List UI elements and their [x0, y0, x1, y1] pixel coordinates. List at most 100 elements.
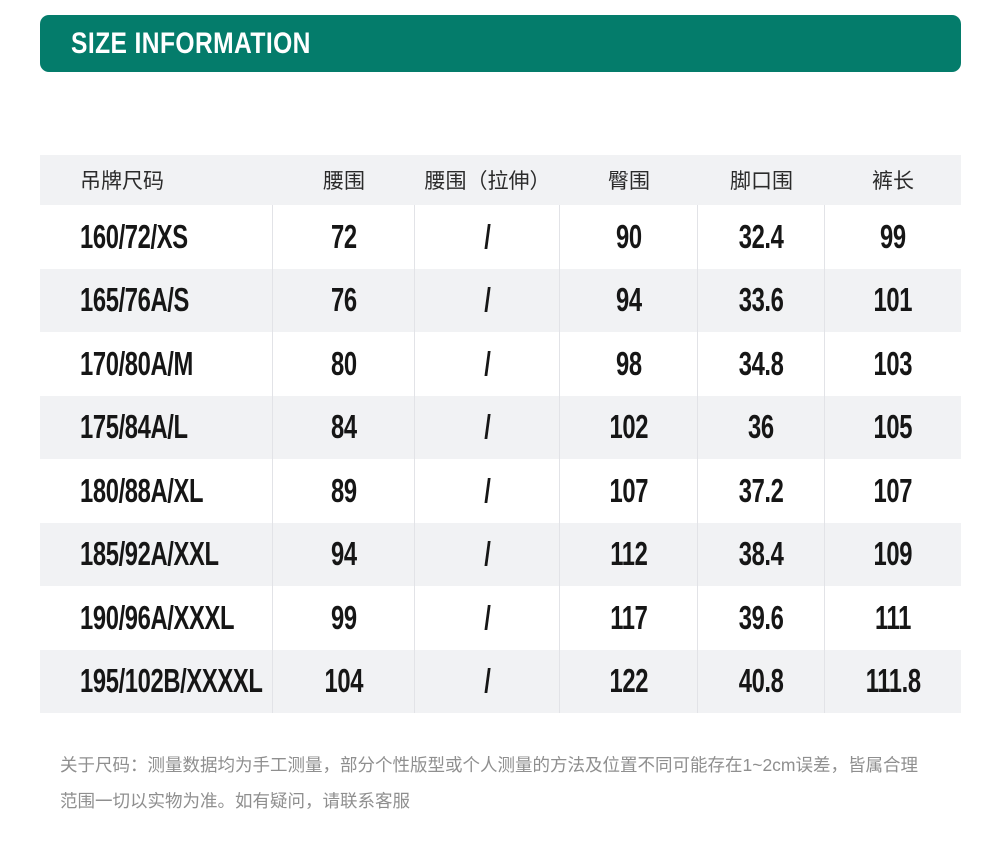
cell-value: 80 — [330, 344, 357, 382]
cell-hip: 102 — [560, 395, 698, 459]
section-title: SIZE INFORMATION — [71, 26, 311, 60]
cell-pants-length: 103 — [825, 332, 961, 396]
cell-value: 190/96A/XXXL — [80, 598, 235, 636]
cell-value: 111 — [875, 598, 911, 636]
cell-tag-size: 175/84A/L — [40, 395, 273, 459]
cell-waist-stretched: / — [415, 395, 560, 459]
table-row: 185/92A/XXL 94 / 112 38.4 109 — [40, 522, 961, 587]
cell-value: 94 — [615, 281, 642, 319]
cell-waist: 99 — [273, 586, 415, 650]
cell-hip: 112 — [560, 522, 698, 586]
cell-value: / — [483, 408, 491, 446]
cell-value: 76 — [330, 281, 357, 319]
cell-waist: 89 — [273, 459, 415, 523]
cell-pants-length: 109 — [825, 523, 961, 587]
cell-tag-size: 190/96A/XXXL — [40, 586, 273, 650]
column-header-pants-length: 裤长 — [872, 170, 914, 193]
cell-tag-size: 180/88A/XL — [40, 459, 273, 523]
cell-value: 103 — [873, 344, 913, 382]
cell-pants-length: 111 — [825, 586, 961, 650]
cell-value: 98 — [615, 344, 642, 382]
cell-value: 36 — [748, 408, 774, 446]
cell-value: 170/80A/M — [80, 344, 193, 382]
cell-leg-opening: 34.8 — [698, 332, 825, 396]
cell-value: / — [483, 281, 491, 319]
cell-waist-stretched: / — [415, 268, 560, 332]
cell-waist-stretched: / — [415, 522, 560, 586]
cell-leg-opening: 39.6 — [698, 586, 825, 650]
cell-value: 34.8 — [738, 344, 784, 382]
section-header: SIZE INFORMATION — [40, 15, 961, 72]
size-note: 关于尺码：测量数据均为手工测量，部分个性版型或个人测量的方法及位置不同可能存在1… — [60, 747, 942, 819]
cell-value: 107 — [873, 471, 913, 509]
cell-waist: 76 — [273, 268, 415, 332]
cell-value: 37.2 — [738, 471, 784, 509]
cell-value: 112 — [609, 535, 648, 573]
cell-hip: 94 — [560, 268, 698, 332]
cell-value: 104 — [324, 662, 363, 700]
cell-waist: 72 — [273, 205, 415, 269]
cell-waist: 80 — [273, 332, 415, 396]
size-note-line2: 范围一切以实物为准。如有疑问，请联系客服 — [60, 791, 410, 811]
cell-pants-length: 111.8 — [825, 650, 961, 714]
table-row: 170/80A/M 80 / 98 34.8 103 — [40, 332, 961, 396]
cell-leg-opening: 37.2 — [698, 459, 825, 523]
column-header-waist: 腰围 — [323, 170, 365, 193]
cell-pants-length: 105 — [825, 396, 961, 460]
cell-value: / — [483, 662, 491, 700]
cell-tag-size: 170/80A/M — [40, 332, 273, 396]
cell-tag-size: 195/102B/XXXXL — [40, 649, 273, 713]
cell-value: 40.8 — [738, 662, 784, 700]
cell-hip: 122 — [560, 649, 698, 713]
table-row: 165/76A/S 76 / 94 33.6 101 — [40, 268, 961, 333]
table-header-row: 吊牌尺码 腰围 腰围（拉伸） 臀围 脚口围 裤长 — [40, 155, 961, 205]
cell-value: 99 — [880, 217, 906, 255]
cell-value: 195/102B/XXXXL — [80, 662, 263, 700]
column-header-leg-opening: 脚口围 — [730, 170, 793, 193]
cell-waist-stretched: / — [415, 649, 560, 713]
cell-value: 107 — [609, 471, 648, 509]
cell-waist-stretched: / — [415, 586, 560, 650]
cell-value: 160/72/XS — [80, 217, 188, 255]
cell-pants-length: 107 — [825, 459, 961, 523]
cell-value: 39.6 — [738, 598, 784, 636]
cell-hip: 98 — [560, 332, 698, 396]
table-row: 180/88A/XL 89 / 107 37.2 107 — [40, 459, 961, 523]
cell-value: 72 — [330, 217, 357, 255]
cell-value: 122 — [609, 662, 648, 700]
cell-leg-opening: 38.4 — [698, 522, 825, 586]
table-row: 175/84A/L 84 / 102 36 105 — [40, 395, 961, 460]
cell-value: 90 — [615, 217, 642, 255]
cell-leg-opening: 32.4 — [698, 205, 825, 269]
cell-value: 109 — [873, 535, 913, 573]
cell-tag-size: 185/92A/XXL — [40, 522, 273, 586]
cell-value: 33.6 — [738, 281, 784, 319]
cell-hip: 90 — [560, 205, 698, 269]
table-row: 195/102B/XXXXL 104 / 122 40.8 111.8 — [40, 649, 961, 714]
cell-leg-opening: 36 — [698, 395, 825, 459]
cell-waist-stretched: / — [415, 332, 560, 396]
cell-waist: 104 — [273, 649, 415, 713]
cell-leg-opening: 40.8 — [698, 649, 825, 713]
cell-value: 185/92A/XXL — [80, 535, 219, 573]
cell-tag-size: 165/76A/S — [40, 268, 273, 332]
cell-value: 84 — [330, 408, 357, 446]
cell-value: 111.8 — [865, 662, 921, 700]
size-note-line1: 关于尺码：测量数据均为手工测量，部分个性版型或个人测量的方法及位置不同可能存在1… — [60, 755, 919, 775]
cell-hip: 117 — [560, 586, 698, 650]
size-table: 吊牌尺码 腰围 腰围（拉伸） 臀围 脚口围 裤长 160/72/XS 72 / … — [40, 155, 961, 713]
cell-value: 94 — [330, 535, 357, 573]
cell-value: 101 — [873, 281, 913, 319]
cell-pants-length: 99 — [825, 205, 961, 269]
cell-tag-size: 160/72/XS — [40, 205, 273, 269]
cell-waist: 94 — [273, 522, 415, 586]
cell-value: / — [483, 217, 491, 255]
cell-hip: 107 — [560, 459, 698, 523]
cell-value: / — [483, 471, 491, 509]
cell-value: 99 — [330, 598, 357, 636]
cell-pants-length: 101 — [825, 269, 961, 333]
cell-value: 175/84A/L — [80, 408, 188, 446]
cell-value: / — [483, 344, 491, 382]
cell-value: 32.4 — [738, 217, 784, 255]
